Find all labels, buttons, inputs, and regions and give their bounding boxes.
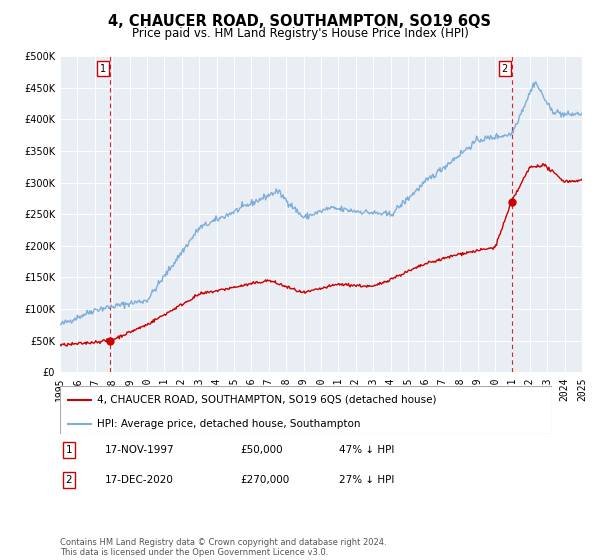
Text: Contains HM Land Registry data © Crown copyright and database right 2024.
This d: Contains HM Land Registry data © Crown c… <box>60 538 386 557</box>
Text: 47% ↓ HPI: 47% ↓ HPI <box>339 445 394 455</box>
Text: Price paid vs. HM Land Registry's House Price Index (HPI): Price paid vs. HM Land Registry's House … <box>131 27 469 40</box>
Text: 17-NOV-1997: 17-NOV-1997 <box>105 445 175 455</box>
Text: £50,000: £50,000 <box>240 445 283 455</box>
Text: 4, CHAUCER ROAD, SOUTHAMPTON, SO19 6QS: 4, CHAUCER ROAD, SOUTHAMPTON, SO19 6QS <box>109 14 491 29</box>
Text: 1: 1 <box>100 64 106 74</box>
Text: 4, CHAUCER ROAD, SOUTHAMPTON, SO19 6QS (detached house): 4, CHAUCER ROAD, SOUTHAMPTON, SO19 6QS (… <box>97 395 436 405</box>
Text: 27% ↓ HPI: 27% ↓ HPI <box>339 475 394 485</box>
Text: 17-DEC-2020: 17-DEC-2020 <box>105 475 174 485</box>
Text: HPI: Average price, detached house, Southampton: HPI: Average price, detached house, Sout… <box>97 418 361 428</box>
Text: 2: 2 <box>65 475 73 485</box>
Text: 2: 2 <box>502 64 508 74</box>
Text: £270,000: £270,000 <box>240 475 289 485</box>
Text: 1: 1 <box>65 445 73 455</box>
